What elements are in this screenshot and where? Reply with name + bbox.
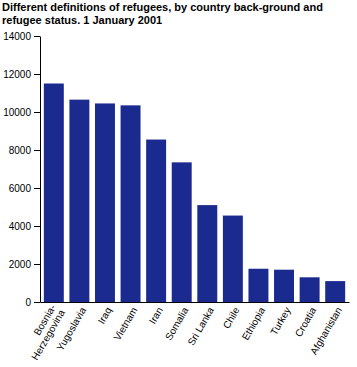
y-tick-mark — [34, 264, 40, 265]
bar — [121, 105, 141, 302]
x-tick: Yugoslavia — [54, 305, 88, 353]
x-tick-label: Somalia — [163, 305, 191, 342]
y-tick-label: 0 — [25, 297, 31, 308]
x-axis: Bosnia-HerzegovinaYugoslavia IraqVietnam I… — [20, 302, 349, 362]
x-tick-label: Croatia — [293, 305, 319, 339]
y-tick-label: 2000 — [9, 259, 32, 270]
y-axis: 0 2000 4000 6000 8000 10000 12000 14000 — [3, 31, 40, 308]
x-tick: Iraq — [96, 305, 114, 325]
bar — [69, 100, 89, 302]
x-tick: Bosnia-Herzegovina — [20, 302, 67, 362]
x-tick: Chile — [221, 305, 242, 331]
y-tick: 12000 — [3, 69, 40, 80]
x-tick: Ethiopia — [240, 305, 268, 342]
y-tick: 6000 — [9, 183, 40, 194]
y-tick-mark — [34, 150, 40, 151]
bar — [223, 216, 243, 302]
x-tick-label: Iraq — [96, 305, 114, 325]
x-tick-label: Afghanistan — [308, 305, 344, 356]
x-axis-line — [41, 302, 350, 303]
x-tick: Sri Lanka — [185, 305, 216, 347]
y-tick: 4000 — [9, 221, 40, 232]
x-tick: Iran — [147, 305, 165, 325]
y-tick: 14000 — [3, 31, 40, 42]
bar — [248, 269, 268, 302]
y-tick-label: 4000 — [9, 221, 32, 232]
x-tick: Turkey — [268, 305, 293, 337]
x-tick-label: Yugoslavia — [54, 305, 88, 353]
x-tick: Afghanistan — [308, 305, 344, 356]
bar — [325, 281, 345, 302]
x-tick-label: Iran — [147, 305, 165, 325]
bar — [95, 103, 115, 302]
y-tick: 2000 — [9, 259, 40, 270]
x-tick-label: Chile — [221, 305, 242, 331]
y-tick: 10000 — [3, 107, 40, 118]
bars — [44, 84, 345, 303]
bar — [300, 277, 320, 302]
y-tick-label: 6000 — [9, 183, 32, 194]
x-tick: Croatia — [293, 305, 319, 339]
chart: Different definitions of refugees, by co… — [0, 0, 357, 367]
bar — [197, 205, 217, 302]
bar — [274, 270, 294, 302]
y-tick-mark — [34, 302, 40, 303]
x-tick: Vietnam — [112, 305, 140, 342]
x-tick-label: Bosnia-Herzegovina — [20, 302, 67, 362]
y-tick-label: 14000 — [3, 31, 31, 42]
y-tick-mark — [34, 112, 40, 113]
y-tick-mark — [34, 36, 40, 37]
x-tick: Somalia — [163, 305, 191, 342]
x-tick-label: Turkey — [268, 305, 293, 337]
y-tick-mark — [34, 226, 40, 227]
y-tick-mark — [34, 74, 40, 75]
plot: 0 2000 4000 6000 8000 10000 12000 14000 Bosnia-H… — [3, 31, 349, 362]
bar — [146, 140, 166, 302]
y-tick: 0 — [25, 297, 40, 308]
y-tick-mark — [34, 188, 40, 189]
y-axis-line — [40, 37, 41, 303]
x-tick-label: Sri Lanka — [185, 305, 216, 347]
x-tick-label: Ethiopia — [240, 305, 268, 342]
y-tick: 8000 — [9, 145, 40, 156]
title: Different definitions of refugees, by co… — [2, 1, 326, 26]
y-tick-label: 10000 — [3, 107, 31, 118]
bar — [44, 84, 64, 303]
y-tick-label: 12000 — [3, 69, 31, 80]
y-tick-label: 8000 — [9, 145, 32, 156]
bar — [172, 162, 192, 302]
x-tick-label: Vietnam — [112, 305, 140, 342]
